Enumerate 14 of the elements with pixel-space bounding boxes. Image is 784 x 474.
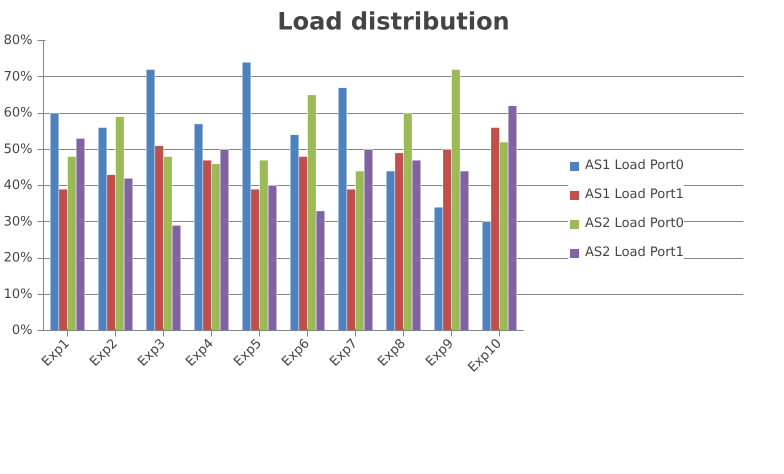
y-tick-label: 10% — [4, 286, 33, 302]
y-tick-label: 60% — [4, 106, 33, 120]
legend-label: AS1 Load Port1 — [585, 187, 684, 202]
chart-title: Load distribution — [277, 8, 510, 36]
y-tick-label: 0% — [12, 323, 32, 338]
legend-label: AS2 Load Port1 — [585, 245, 684, 260]
y-tick-label: 40% — [4, 178, 33, 193]
legend-label: AS1 Load Port0 — [585, 158, 684, 173]
y-tick-label: 80% — [4, 33, 33, 48]
y-tick-label: 20% — [4, 250, 33, 266]
y-tick-label: 30% — [4, 214, 33, 230]
y-tick-label: 50% — [4, 142, 33, 157]
legend-label: AS2 Load Port0 — [585, 216, 684, 231]
y-tick-label: 70% — [4, 69, 33, 84]
